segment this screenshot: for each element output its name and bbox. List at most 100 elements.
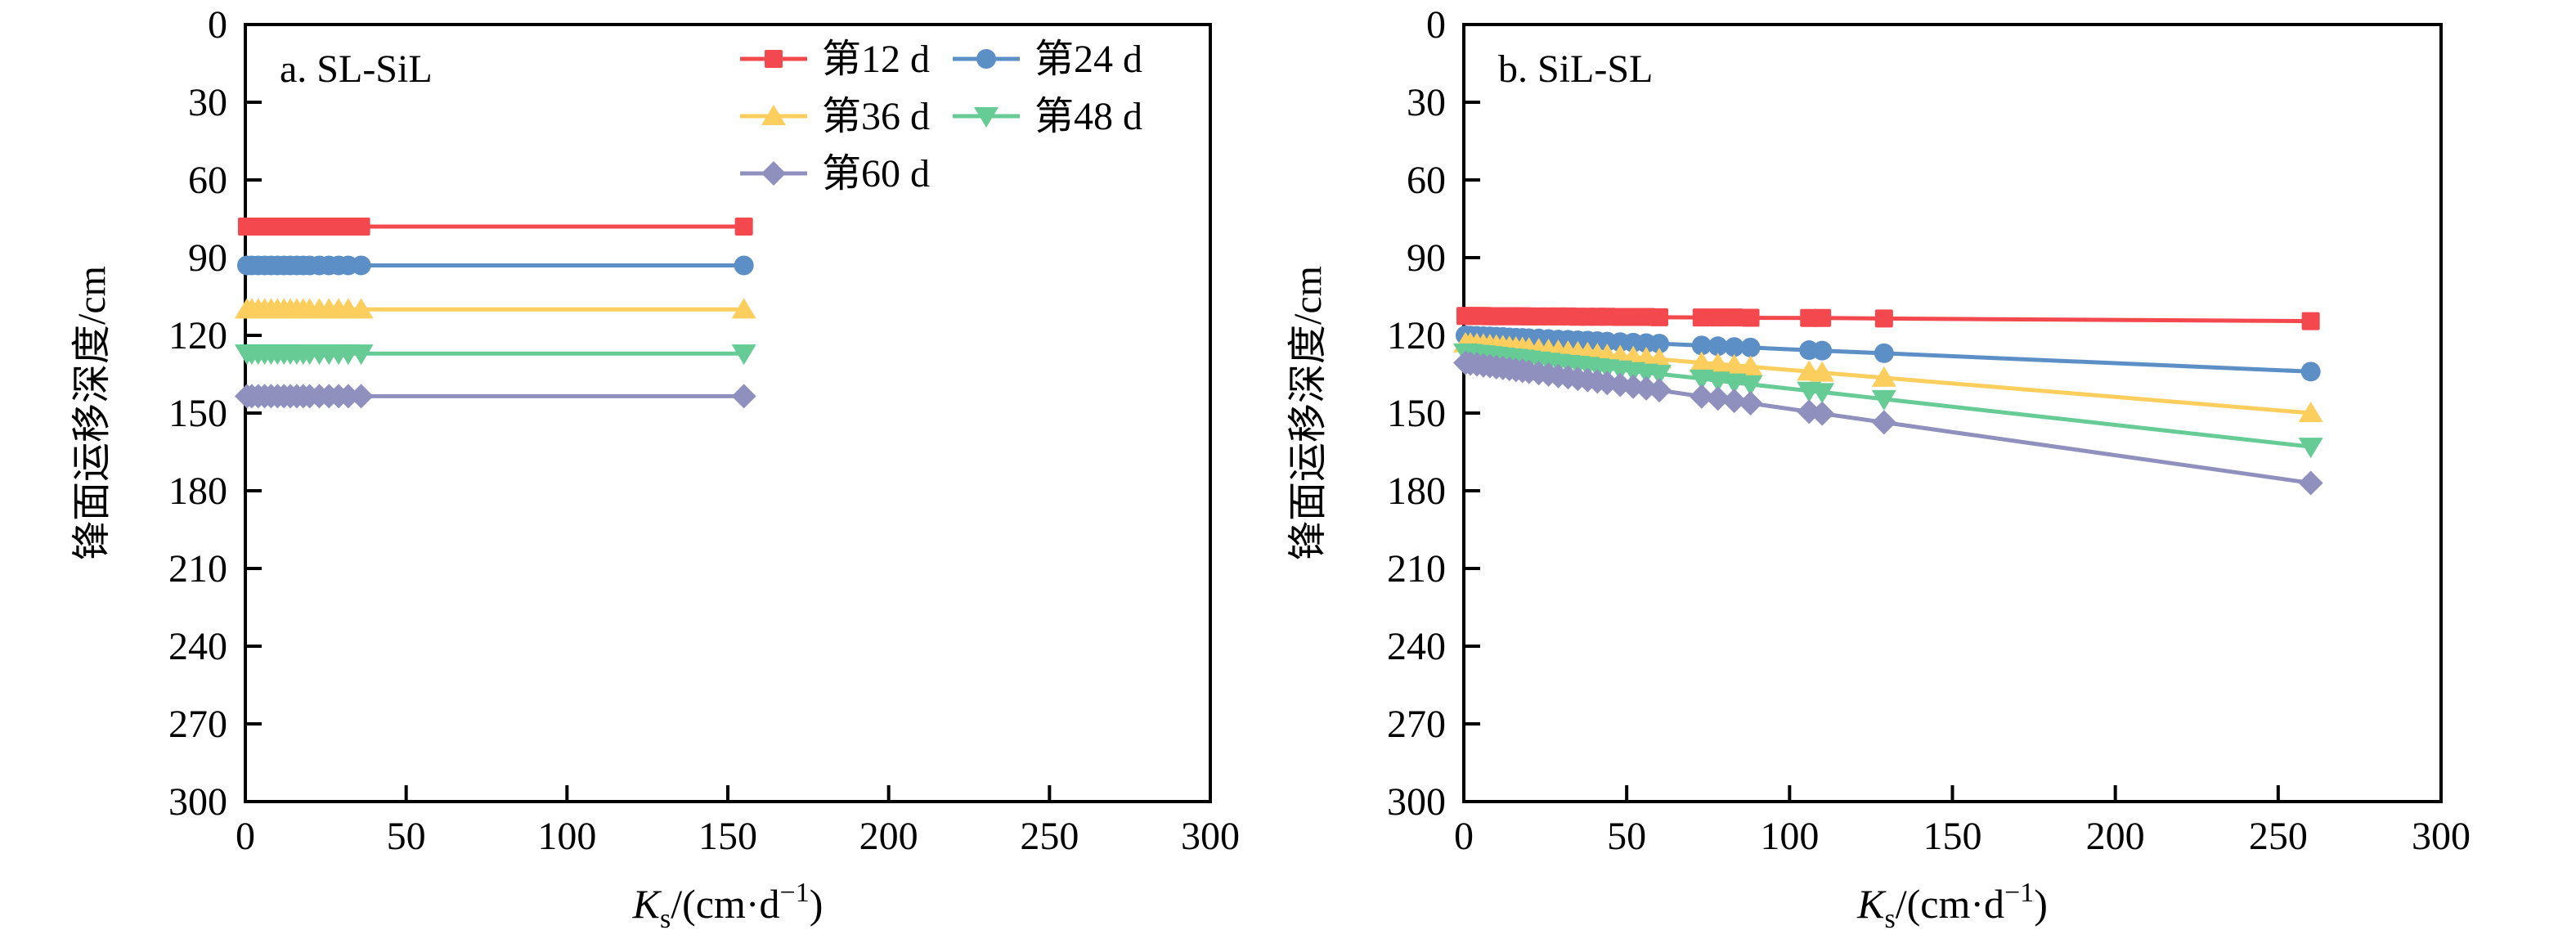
diamond-icon: [761, 161, 786, 186]
series-2-marker: [1738, 355, 1763, 376]
y-tick-label: 30: [188, 81, 227, 124]
panel-a: 0 50 100 150 200 250 3000306090120150180210240…: [70, 3, 1240, 934]
plot-border: [244, 23, 1212, 803]
series-1-marker: [1874, 343, 1894, 363]
series-4-marker: [348, 384, 374, 409]
series-2-marker: [1810, 361, 1835, 382]
x-tick-label: 0: [236, 815, 255, 858]
legend: 第12 d 第24 d 第36 d 第48 d 第60 d: [740, 38, 1142, 195]
x-axis-label: Ks/(cm·d−1): [1856, 878, 2048, 934]
series-3-marker: [2298, 438, 2323, 459]
series-2-marker: [1721, 353, 1747, 375]
panel-b: 0 50 100 150 200 250 3000306090120150180210240…: [1286, 3, 2471, 934]
series-3-marker: [348, 344, 374, 366]
legend-label: 第48 d: [1034, 95, 1142, 138]
y-tick-label: 0: [208, 3, 227, 47]
y-tick-label: 60: [188, 159, 227, 202]
y-tick-label: 120: [1387, 314, 1446, 357]
y-tick-label: 180: [1387, 470, 1446, 513]
series-2-marker: [1705, 353, 1730, 374]
panel-title: b. SiL-SL: [1498, 47, 1653, 91]
y-tick-label: 180: [168, 470, 227, 513]
y-tick-label: 120: [168, 314, 227, 357]
series-1-marker: [351, 255, 371, 276]
series-4-marker: [1705, 386, 1730, 411]
y-tick-label: 240: [1387, 625, 1446, 668]
triangle-down-icon: [974, 107, 999, 128]
series-0-marker: [1874, 309, 1893, 328]
x-tick-label: 150: [1923, 815, 1982, 858]
x-tick-label: 300: [1181, 815, 1240, 858]
y-tick-label: 270: [1387, 703, 1446, 746]
x-tick-label: 150: [698, 815, 757, 858]
x-axis-label: Ks/(cm·d−1): [632, 878, 824, 934]
y-tick-label: 210: [168, 547, 227, 591]
series-0-marker: [1650, 308, 1668, 326]
x-tick-label: 50: [1607, 815, 1646, 858]
series-2-marker: [1871, 366, 1896, 387]
triangle-up-icon: [761, 105, 786, 125]
series-4-marker: [1721, 389, 1747, 414]
series-3-marker: [1738, 375, 1763, 396]
series-2-marker: [2298, 402, 2323, 422]
legend-item: 第36 d: [740, 95, 930, 138]
series-3-marker: [731, 344, 756, 366]
series-1-marker: [1740, 337, 1761, 357]
y-tick-label: 0: [1426, 3, 1446, 47]
legend-item: 第48 d: [953, 95, 1142, 138]
series-3-marker: [1647, 365, 1672, 386]
x-tick-label: 200: [2086, 815, 2145, 858]
x-tick-label: 100: [1760, 815, 1819, 858]
x-tick-label: 250: [1020, 815, 1079, 858]
series-2-marker: [731, 298, 756, 319]
series-0-marker: [1692, 308, 1711, 327]
series-1-marker: [1649, 334, 1669, 354]
y-tick-label: 150: [168, 392, 227, 435]
circle-icon: [976, 49, 996, 69]
y-axis-label: 锋面运移深度/cm: [1286, 266, 1330, 560]
plot-border: [1462, 23, 2443, 803]
x-tick-label: 50: [387, 815, 426, 858]
series-4-marker: [731, 384, 756, 409]
x-tick-label: 200: [859, 815, 918, 858]
legend-item: 第12 d: [740, 38, 930, 81]
y-axis-label: 锋面运移深度/cm: [70, 266, 114, 560]
series-3-marker: [1871, 389, 1896, 411]
series-1-marker: [734, 255, 754, 276]
legend-label: 第24 d: [1034, 38, 1142, 81]
x-tick-label: 100: [537, 815, 596, 858]
series-1-marker: [1812, 340, 1833, 361]
y-tick-label: 270: [168, 703, 227, 746]
series-1-marker: [1691, 335, 1712, 356]
y-tick-label: 240: [168, 625, 227, 668]
series-0-marker: [734, 218, 753, 236]
series-4-marker: [335, 384, 361, 409]
square-icon: [765, 50, 783, 68]
y-tick-label: 300: [168, 780, 227, 824]
series-3-marker: [1810, 383, 1835, 404]
series-1-marker: [1708, 336, 1728, 357]
series-4-marker: [2298, 470, 2323, 496]
series-0-marker: [1813, 308, 1832, 327]
series-4-marker: [1689, 384, 1714, 409]
series-2-marker: [1689, 351, 1714, 372]
series-2-marker: [348, 298, 374, 319]
y-tick-label: 30: [1407, 81, 1446, 124]
series-0-marker: [1725, 308, 1744, 327]
legend-item: 第60 d: [740, 152, 930, 195]
x-tick-label: 0: [1454, 815, 1474, 858]
y-tick-label: 60: [1407, 159, 1446, 202]
y-tick-label: 90: [1407, 236, 1446, 280]
x-tick-label: 250: [2249, 815, 2308, 858]
series-4-marker: [1810, 401, 1835, 426]
series-0-marker: [352, 218, 370, 236]
series-4-marker: [1871, 410, 1896, 435]
legend-label: 第60 d: [822, 152, 930, 195]
series-1-marker: [2300, 362, 2321, 382]
y-tick-label: 300: [1387, 780, 1446, 824]
series-0-marker: [1741, 308, 1760, 327]
y-tick-label: 90: [188, 236, 227, 280]
y-tick-label: 150: [1387, 392, 1446, 435]
series-0-marker: [2301, 312, 2320, 330]
